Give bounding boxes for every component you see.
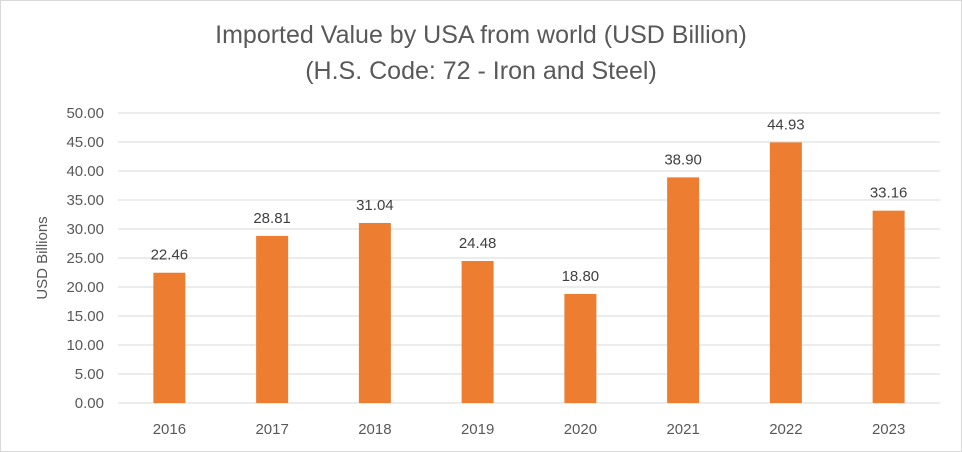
x-tick-label: 2021 bbox=[666, 421, 699, 438]
y-tick-label: 25.00 bbox=[66, 250, 104, 267]
data-label: 28.81 bbox=[253, 210, 291, 227]
bar-2017 bbox=[256, 235, 289, 403]
data-label: 38.90 bbox=[664, 151, 702, 168]
data-label: 33.16 bbox=[870, 185, 908, 202]
data-label: 18.80 bbox=[562, 268, 600, 285]
data-label: 22.46 bbox=[151, 247, 189, 264]
x-tick-label: 2022 bbox=[769, 421, 802, 438]
bar-2019 bbox=[461, 261, 494, 403]
y-tick-label: 0.00 bbox=[75, 395, 104, 412]
bar-2022 bbox=[769, 142, 802, 403]
gridlines bbox=[118, 112, 940, 404]
y-tick-label: 50.00 bbox=[66, 105, 104, 122]
y-tick-label: 40.00 bbox=[66, 163, 104, 180]
data-label: 31.04 bbox=[356, 197, 394, 214]
y-axis-label: USD Billions bbox=[34, 216, 51, 299]
chart-subtitle: (H.S. Code: 72 - Iron and Steel) bbox=[305, 57, 657, 85]
data-label: 44.93 bbox=[767, 116, 805, 133]
y-tick-label: 10.00 bbox=[66, 337, 104, 354]
y-tick-label: 20.00 bbox=[66, 279, 104, 296]
x-tick-label: 2018 bbox=[358, 421, 391, 438]
data-label: 24.48 bbox=[459, 235, 497, 252]
bars bbox=[153, 142, 905, 403]
y-tick-label: 35.00 bbox=[66, 192, 104, 209]
chart-title: Imported Value by USA from world (USD Bi… bbox=[215, 21, 747, 49]
bar-2020 bbox=[564, 293, 597, 403]
y-axis-ticks: 0.00 5.00 10.00 15.00 20.00 25.00 30.00 35.00 40… bbox=[66, 105, 104, 412]
x-tick-label: 2016 bbox=[153, 421, 186, 438]
bar-2016 bbox=[153, 272, 186, 403]
x-tick-label: 2023 bbox=[872, 421, 905, 438]
x-tick-label: 2020 bbox=[564, 421, 597, 438]
x-tick-label: 2017 bbox=[255, 421, 288, 438]
y-tick-label: 15.00 bbox=[66, 308, 104, 325]
bar-2023 bbox=[872, 210, 905, 403]
bar-2018 bbox=[358, 222, 391, 403]
x-axis-ticks: 2016 2017 2018 2019 2020 2021 2022 2023 bbox=[153, 421, 906, 438]
bar-2021 bbox=[667, 177, 700, 403]
y-tick-label: 5.00 bbox=[75, 366, 104, 383]
y-tick-label: 45.00 bbox=[66, 134, 104, 151]
data-labels: 22.46 28.81 31.04 24.48 18.80 38.90 44.93 33.16 bbox=[151, 116, 908, 285]
x-tick-label: 2019 bbox=[461, 421, 494, 438]
y-tick-label: 30.00 bbox=[66, 221, 104, 238]
